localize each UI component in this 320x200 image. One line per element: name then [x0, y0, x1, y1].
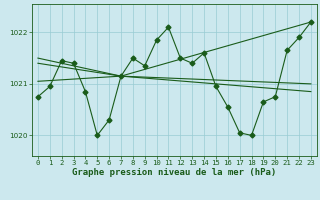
X-axis label: Graphe pression niveau de la mer (hPa): Graphe pression niveau de la mer (hPa)	[72, 168, 276, 177]
